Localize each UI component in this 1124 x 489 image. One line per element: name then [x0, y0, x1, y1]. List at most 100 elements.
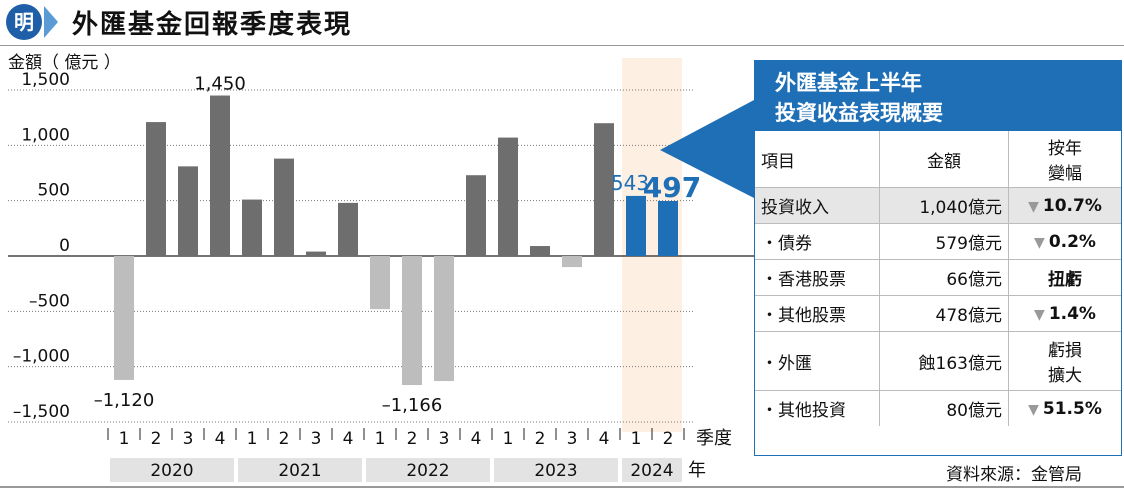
chevron-icon	[44, 6, 58, 38]
x-tick-label: 4	[471, 429, 482, 449]
table-row: ・香港股票 66億元 扭虧	[755, 259, 1121, 296]
x-tick-label: 2	[407, 429, 418, 449]
y-tick-label: –500	[29, 291, 70, 311]
change-value: 51.5%	[1042, 398, 1102, 419]
row-item: ・外匯	[755, 331, 880, 391]
x-tick-label: 3	[183, 429, 194, 449]
table-row: ・債券 579億元 ▼ 0.2%	[755, 223, 1121, 260]
x-tick-label: 1	[247, 429, 258, 449]
row-change: 虧損 擴大	[1008, 331, 1121, 391]
x-tick-label: 4	[215, 429, 226, 449]
down-triangle-icon: ▼	[1028, 401, 1039, 418]
row-change: ▼ 0.2%	[1008, 223, 1121, 260]
summary-table: 項目 金額 按年 變幅 投資收入 1,040億元 ▼ 10.7% ・債券 579億…	[755, 131, 1121, 426]
table-row: ・其他投資 80億元 ▼ 51.5%	[755, 390, 1122, 427]
bar-chart: 金額（ 億元 ）1,500 1,000 500 0 –500 –1,000 –1,500 1,…	[8, 53, 754, 482]
bar	[626, 195, 646, 256]
data-label: 497	[643, 171, 701, 204]
bar	[274, 158, 294, 256]
row-amount: 蝕163億元	[879, 331, 1009, 391]
row-item: ・債券	[755, 223, 880, 260]
data-label: –1,166	[382, 395, 443, 416]
table-row: ・其他股票 478億元 ▼ 1.4%	[755, 295, 1121, 332]
bar	[466, 175, 486, 256]
y-tick-label: –1,500	[13, 402, 70, 422]
year-label: 2021	[278, 461, 321, 481]
panel-subtitle: 投資收益表現概要	[775, 101, 943, 125]
bar	[338, 202, 358, 256]
bar	[242, 199, 262, 256]
panel-title: 外匯基金上半年	[775, 71, 922, 95]
down-triangle-icon: ▼	[1028, 198, 1039, 215]
change-value: 扭虧	[1048, 270, 1082, 290]
x-tick-label: 2	[279, 429, 290, 449]
logo: 明	[6, 4, 42, 40]
year-axis-label: 年	[688, 460, 706, 481]
row-change: ▼ 51.5%	[1009, 391, 1122, 427]
down-triangle-icon: ▼	[1034, 306, 1045, 323]
year-label: 2024	[630, 461, 673, 481]
row-change: ▼ 1.4%	[1008, 295, 1121, 332]
row-change: 扭虧	[1008, 259, 1121, 296]
x-tick-label: 1	[503, 429, 514, 449]
year-band	[366, 458, 490, 482]
x-axis-label: 季度	[696, 428, 732, 449]
change-value: 0.2%	[1048, 231, 1096, 252]
x-tick-label: 3	[311, 429, 322, 449]
data-label: –1,120	[94, 390, 155, 411]
bar	[594, 123, 614, 256]
summary-panel: 外匯基金上半年 投資收益表現概要 項目 金額 按年 變幅 投資收入 1,040億…	[754, 60, 1122, 456]
row-amount: 1,040億元	[879, 187, 1009, 224]
bar	[178, 166, 198, 256]
table-row: 投資收入 1,040億元 ▼ 10.7%	[755, 187, 1121, 224]
bar	[530, 246, 550, 256]
header-divider	[0, 45, 1124, 46]
bar	[370, 256, 390, 310]
x-tick-label: 2	[663, 429, 674, 449]
y-tick-label: 0	[59, 236, 70, 256]
x-tick-label: 2	[151, 429, 162, 449]
bar	[306, 251, 326, 256]
table-header-row: 項目 金額 按年 變幅	[755, 131, 1121, 188]
year-band	[110, 458, 234, 482]
x-tick-label: 3	[439, 429, 450, 449]
bar	[498, 137, 518, 256]
x-tick-label: 2	[535, 429, 546, 449]
year-band	[494, 458, 618, 482]
col-header-amount: 金額	[879, 131, 1009, 188]
x-tick-label: 1	[631, 429, 642, 449]
pointer-arrow	[660, 100, 754, 198]
x-tick-label: 3	[567, 429, 578, 449]
year-label: 2022	[406, 461, 449, 481]
y-axis-label: 金額（ 億元 ）	[8, 53, 121, 73]
panel-header: 外匯基金上半年 投資收益表現概要	[755, 61, 1121, 131]
year-band	[238, 458, 362, 482]
row-amount: 66億元	[879, 259, 1009, 296]
x-tick-label: 1	[375, 429, 386, 449]
x-tick-label: 1	[119, 429, 130, 449]
change-value-line2: 擴大	[1048, 366, 1082, 386]
bar	[210, 95, 230, 257]
bar	[434, 256, 454, 382]
bar	[114, 256, 134, 380]
col-header-change: 按年 變幅	[1008, 131, 1121, 188]
row-amount: 579億元	[879, 223, 1009, 260]
row-change: ▼ 10.7%	[1008, 187, 1121, 224]
change-value: 1.4%	[1048, 303, 1096, 324]
row-item: ・其他股票	[755, 295, 880, 332]
y-tick-label: 1,000	[21, 125, 70, 145]
year-label: 2020	[150, 461, 193, 481]
change-value: 10.7%	[1042, 195, 1102, 216]
row-amount: 80億元	[879, 390, 1009, 426]
y-tick-label: 1,500	[21, 70, 70, 90]
y-tick-label: 500	[38, 181, 70, 201]
bar	[146, 122, 166, 257]
bottom-divider	[0, 486, 1124, 488]
header: 明 外匯基金回報季度表現	[0, 0, 1124, 44]
col-header-change-line1: 按年	[1048, 139, 1082, 159]
year-label: 2023	[534, 461, 577, 481]
col-header-item: 項目	[755, 131, 880, 188]
bar	[402, 256, 422, 386]
x-tick-label: 4	[343, 429, 354, 449]
col-header-change-line2: 變幅	[1048, 164, 1082, 184]
